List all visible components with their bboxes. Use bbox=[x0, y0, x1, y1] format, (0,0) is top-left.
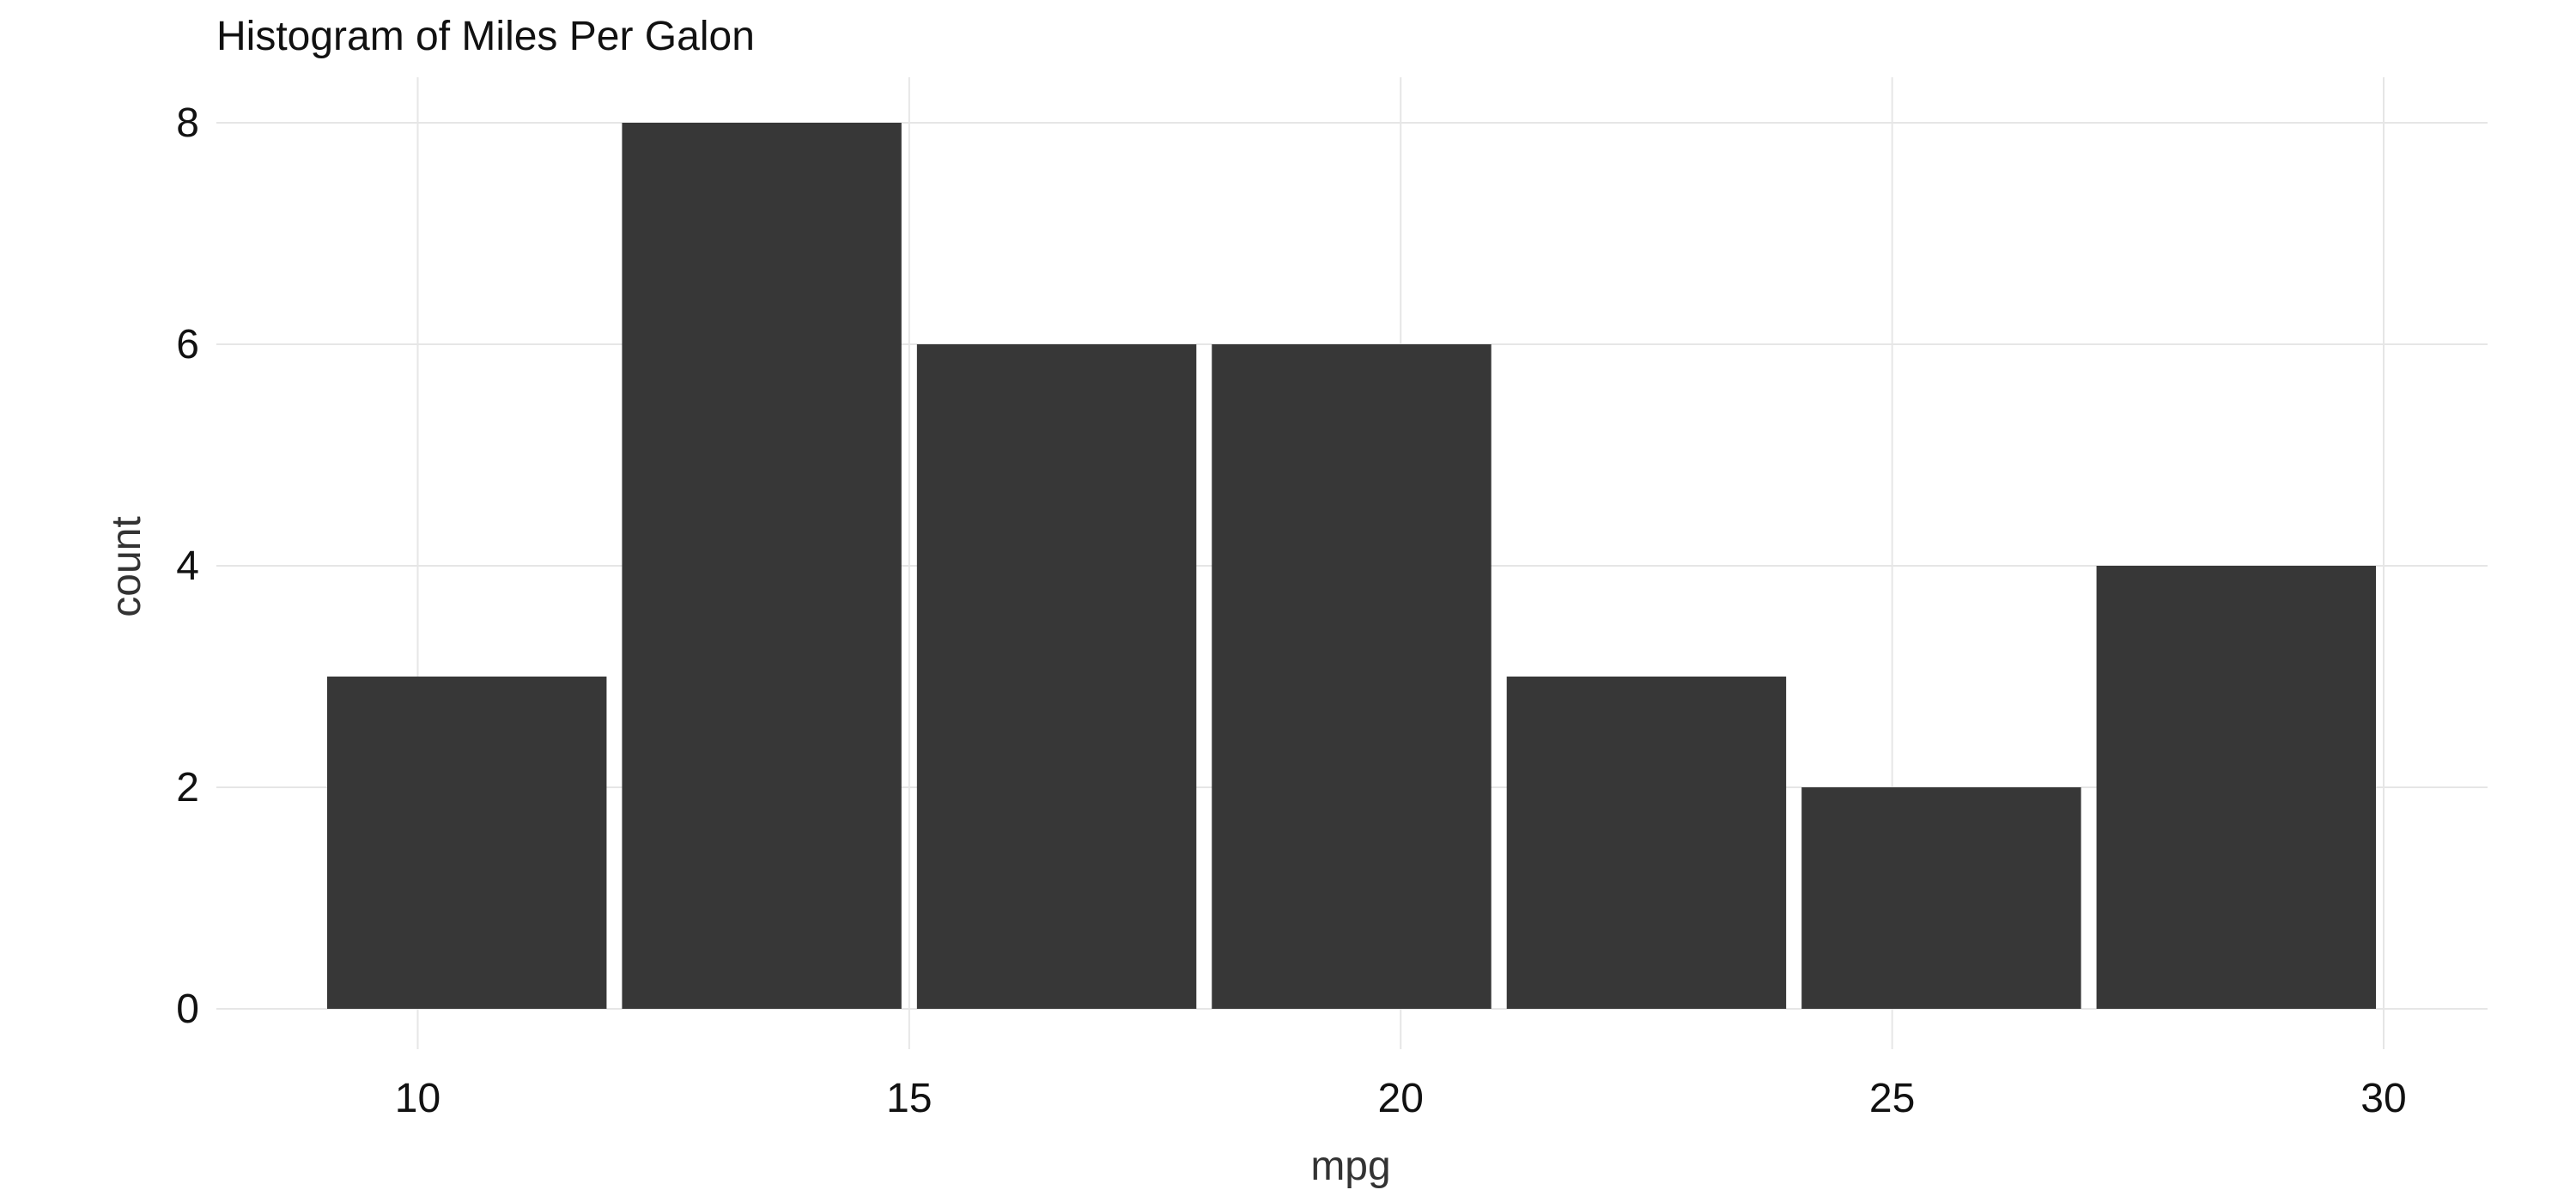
histogram-bar bbox=[622, 123, 902, 1009]
histogram-bar bbox=[327, 677, 607, 1009]
x-tick-label: 25 bbox=[1869, 1076, 1915, 1121]
chart-title: Histogram of Miles Per Galon bbox=[216, 14, 755, 59]
x-axis-title: mpg bbox=[1310, 1144, 1390, 1189]
histogram-bar bbox=[916, 344, 1197, 1009]
histogram-bar bbox=[2096, 566, 2376, 1009]
bar-layer bbox=[327, 123, 2376, 1009]
tick-layer: 0 2 4 6 8 10 15 20 25 30 bbox=[176, 100, 2406, 1121]
histogram-bar bbox=[1801, 787, 2081, 1009]
x-tick-label: 10 bbox=[395, 1076, 440, 1121]
x-tick-label: 30 bbox=[2360, 1076, 2406, 1121]
histogram-bar bbox=[1212, 344, 1492, 1009]
histogram-bar bbox=[1506, 677, 1787, 1009]
y-tick-label: 6 bbox=[176, 322, 199, 367]
y-axis-title: count bbox=[104, 516, 149, 616]
y-tick-label: 4 bbox=[176, 543, 199, 589]
x-tick-label: 15 bbox=[886, 1076, 932, 1121]
x-tick-label: 20 bbox=[1378, 1076, 1424, 1121]
y-tick-label: 8 bbox=[176, 100, 199, 146]
y-tick-label: 2 bbox=[176, 765, 199, 810]
y-tick-label: 0 bbox=[176, 986, 199, 1032]
